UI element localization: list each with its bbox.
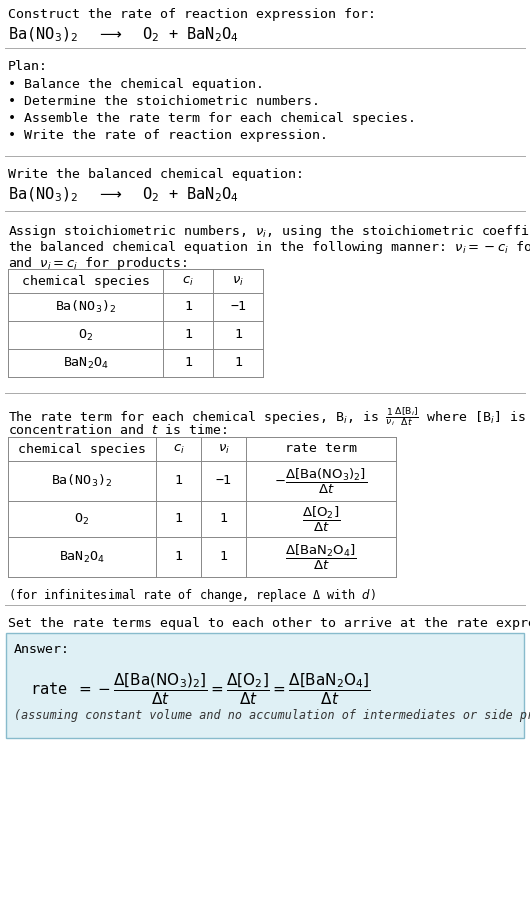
Text: 1: 1 bbox=[184, 357, 192, 369]
Text: Ba(NO$_3$)$_2$: Ba(NO$_3$)$_2$ bbox=[51, 473, 113, 489]
Text: Answer:: Answer: bbox=[14, 643, 70, 656]
Text: $c_i$: $c_i$ bbox=[182, 275, 194, 288]
Text: • Assemble the rate term for each chemical species.: • Assemble the rate term for each chemic… bbox=[8, 112, 416, 125]
Text: 1: 1 bbox=[234, 329, 242, 341]
Text: $\nu_i$: $\nu_i$ bbox=[232, 275, 244, 288]
Text: (for infinitesimal rate of change, replace Δ with $d$): (for infinitesimal rate of change, repla… bbox=[8, 587, 376, 604]
Text: −1: −1 bbox=[216, 474, 232, 488]
Text: Assign stoichiometric numbers, $\nu_i$, using the stoichiometric coefficients, $: Assign stoichiometric numbers, $\nu_i$, … bbox=[8, 223, 530, 240]
Text: concentration and $t$ is time:: concentration and $t$ is time: bbox=[8, 423, 227, 437]
Text: rate $= -\dfrac{\Delta[\mathrm{Ba(NO_3)_2}]}{\Delta t} = \dfrac{\Delta[\mathrm{O: rate $= -\dfrac{\Delta[\mathrm{Ba(NO_3)_… bbox=[30, 671, 371, 707]
Text: Ba(NO$_3$)$_2$: Ba(NO$_3$)$_2$ bbox=[55, 299, 116, 315]
Text: The rate term for each chemical species, B$_i$, is $\frac{1}{\nu_i}\frac{\Delta[: The rate term for each chemical species,… bbox=[8, 405, 530, 428]
Text: 1: 1 bbox=[174, 551, 182, 563]
Text: $-\dfrac{\Delta[\mathrm{Ba(NO_3)_2}]}{\Delta t}$: $-\dfrac{\Delta[\mathrm{Ba(NO_3)_2}]}{\D… bbox=[275, 467, 368, 496]
FancyBboxPatch shape bbox=[6, 633, 524, 738]
Text: 1: 1 bbox=[174, 512, 182, 525]
Text: • Balance the chemical equation.: • Balance the chemical equation. bbox=[8, 78, 264, 91]
Text: 1: 1 bbox=[174, 474, 182, 488]
Text: 1: 1 bbox=[184, 329, 192, 341]
Text: Ba(NO$_3$)$_2$  $\longrightarrow$  O$_2$ + BaN$_2$O$_4$: Ba(NO$_3$)$_2$ $\longrightarrow$ O$_2$ +… bbox=[8, 186, 239, 205]
Text: BaN$_2$O$_4$: BaN$_2$O$_4$ bbox=[59, 550, 105, 564]
Text: (assuming constant volume and no accumulation of intermediates or side products): (assuming constant volume and no accumul… bbox=[14, 709, 530, 722]
Text: 1: 1 bbox=[219, 512, 227, 525]
Text: • Write the rate of reaction expression.: • Write the rate of reaction expression. bbox=[8, 129, 328, 142]
Text: 1: 1 bbox=[184, 300, 192, 314]
Text: 1: 1 bbox=[234, 357, 242, 369]
Text: rate term: rate term bbox=[285, 442, 357, 456]
Text: Plan:: Plan: bbox=[8, 60, 48, 73]
Text: BaN$_2$O$_4$: BaN$_2$O$_4$ bbox=[63, 356, 108, 370]
Text: Set the rate terms equal to each other to arrive at the rate expression:: Set the rate terms equal to each other t… bbox=[8, 617, 530, 630]
Text: $\dfrac{\Delta[\mathrm{O_2}]}{\Delta t}$: $\dfrac{\Delta[\mathrm{O_2}]}{\Delta t}$ bbox=[302, 504, 340, 533]
Text: chemical species: chemical species bbox=[22, 275, 149, 288]
Text: O$_2$: O$_2$ bbox=[78, 328, 93, 342]
Text: the balanced chemical equation in the following manner: $\nu_i = -c_i$ for react: the balanced chemical equation in the fo… bbox=[8, 239, 530, 256]
Text: $\dfrac{\Delta[\mathrm{BaN_2O_4}]}{\Delta t}$: $\dfrac{\Delta[\mathrm{BaN_2O_4}]}{\Delt… bbox=[285, 542, 357, 571]
Text: $\nu_i$: $\nu_i$ bbox=[217, 442, 229, 456]
Text: $c_i$: $c_i$ bbox=[173, 442, 184, 456]
Text: • Determine the stoichiometric numbers.: • Determine the stoichiometric numbers. bbox=[8, 95, 320, 108]
Text: Write the balanced chemical equation:: Write the balanced chemical equation: bbox=[8, 168, 304, 181]
Text: chemical species: chemical species bbox=[18, 442, 146, 456]
Text: −1: −1 bbox=[230, 300, 246, 314]
Text: Construct the rate of reaction expression for:: Construct the rate of reaction expressio… bbox=[8, 8, 376, 21]
Text: and $\nu_i = c_i$ for products:: and $\nu_i = c_i$ for products: bbox=[8, 255, 187, 272]
Text: O$_2$: O$_2$ bbox=[75, 511, 90, 527]
Text: Ba(NO$_3$)$_2$  $\longrightarrow$  O$_2$ + BaN$_2$O$_4$: Ba(NO$_3$)$_2$ $\longrightarrow$ O$_2$ +… bbox=[8, 26, 239, 45]
Text: 1: 1 bbox=[219, 551, 227, 563]
